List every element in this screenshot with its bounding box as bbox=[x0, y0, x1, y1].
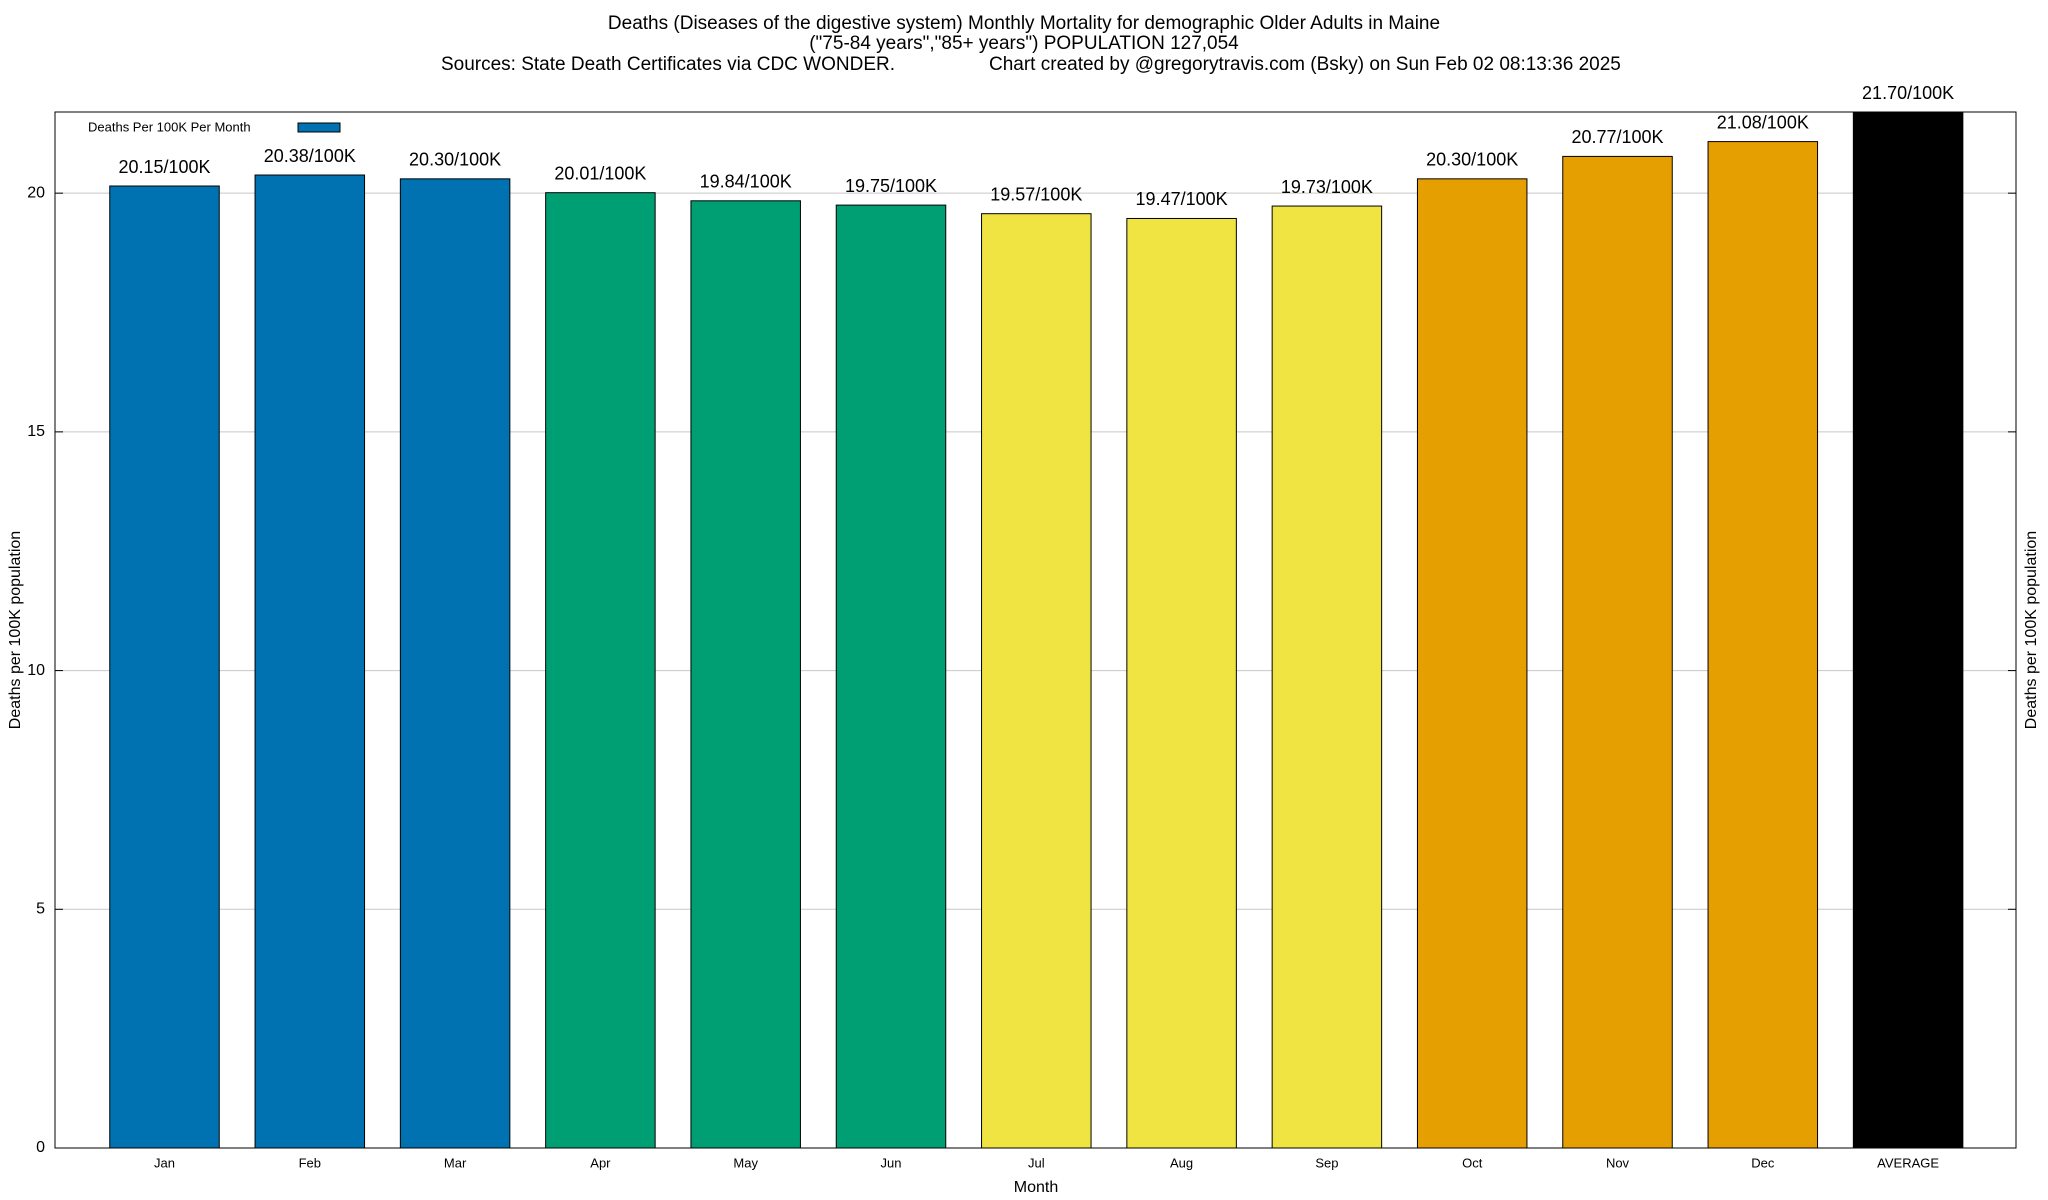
bar bbox=[981, 213, 1092, 1149]
x-tick-label: Mar bbox=[444, 1155, 467, 1170]
bar bbox=[1271, 205, 1383, 1149]
bar bbox=[399, 178, 511, 1149]
sources: Sources: State Death Certificates via CD… bbox=[441, 54, 895, 75]
x-tick-label: Apr bbox=[590, 1155, 611, 1170]
value-label: 19.75/100K bbox=[845, 176, 937, 196]
x-tick-label: AVERAGE bbox=[1877, 1155, 1939, 1170]
value-label: 19.84/100K bbox=[700, 172, 792, 192]
x-tick-label: Sep bbox=[1315, 1155, 1338, 1170]
value-label: 20.30/100K bbox=[409, 150, 501, 170]
x-tick-label: Dec bbox=[1751, 1155, 1775, 1170]
legend-label: Deaths Per 100K Per Month bbox=[88, 119, 251, 134]
y-tick-label: 15 bbox=[27, 423, 45, 440]
value-label: 19.73/100K bbox=[1281, 177, 1373, 197]
bar bbox=[1416, 178, 1528, 1149]
y-tick-label: 0 bbox=[36, 1139, 45, 1156]
value-label: 21.70/100K bbox=[1862, 83, 1954, 103]
x-tick-label: May bbox=[733, 1155, 758, 1170]
value-label: 20.15/100K bbox=[118, 157, 210, 177]
bar bbox=[1562, 155, 1673, 1149]
y-tick-label: 20 bbox=[27, 184, 45, 201]
x-tick-label: Aug bbox=[1170, 1155, 1193, 1170]
x-axis-label: Month bbox=[1014, 1179, 1058, 1196]
y-axis-label: Deaths per 100K population bbox=[7, 531, 24, 729]
x-tick-label: Jan bbox=[154, 1155, 175, 1170]
value-label: 20.77/100K bbox=[1571, 127, 1663, 147]
x-tick-label: Nov bbox=[1606, 1155, 1630, 1170]
value-label: 20.01/100K bbox=[554, 163, 646, 183]
chart-title: Deaths (Diseases of the digestive system… bbox=[608, 13, 1440, 34]
bar bbox=[545, 192, 656, 1149]
x-tick-label: Jun bbox=[881, 1155, 902, 1170]
bar bbox=[690, 200, 801, 1149]
bar bbox=[1852, 111, 1964, 1149]
bar bbox=[254, 174, 366, 1149]
bar bbox=[1707, 141, 1819, 1149]
chart-subtitle: ("75-84 years","85+ years") POPULATION 1… bbox=[809, 33, 1239, 54]
y-tick-label: 5 bbox=[36, 901, 45, 918]
value-label: 21.08/100K bbox=[1717, 112, 1809, 132]
value-label: 20.38/100K bbox=[264, 146, 356, 166]
bar bbox=[835, 204, 947, 1149]
credit: Chart created by @gregorytravis.com (Bsk… bbox=[989, 54, 1621, 75]
legend-swatch bbox=[297, 122, 341, 133]
x-tick-label: Feb bbox=[299, 1155, 321, 1170]
bar bbox=[109, 185, 220, 1149]
y-tick-label: 10 bbox=[27, 662, 45, 679]
x-tick-label: Oct bbox=[1462, 1155, 1483, 1170]
bar bbox=[1126, 217, 1237, 1149]
value-label: 20.30/100K bbox=[1426, 150, 1518, 170]
value-label: 19.57/100K bbox=[990, 184, 1082, 204]
y2-axis-label: Deaths per 100K population bbox=[2023, 531, 2040, 729]
value-label: 19.47/100K bbox=[1136, 189, 1228, 209]
x-tick-label: Jul bbox=[1028, 1155, 1045, 1170]
